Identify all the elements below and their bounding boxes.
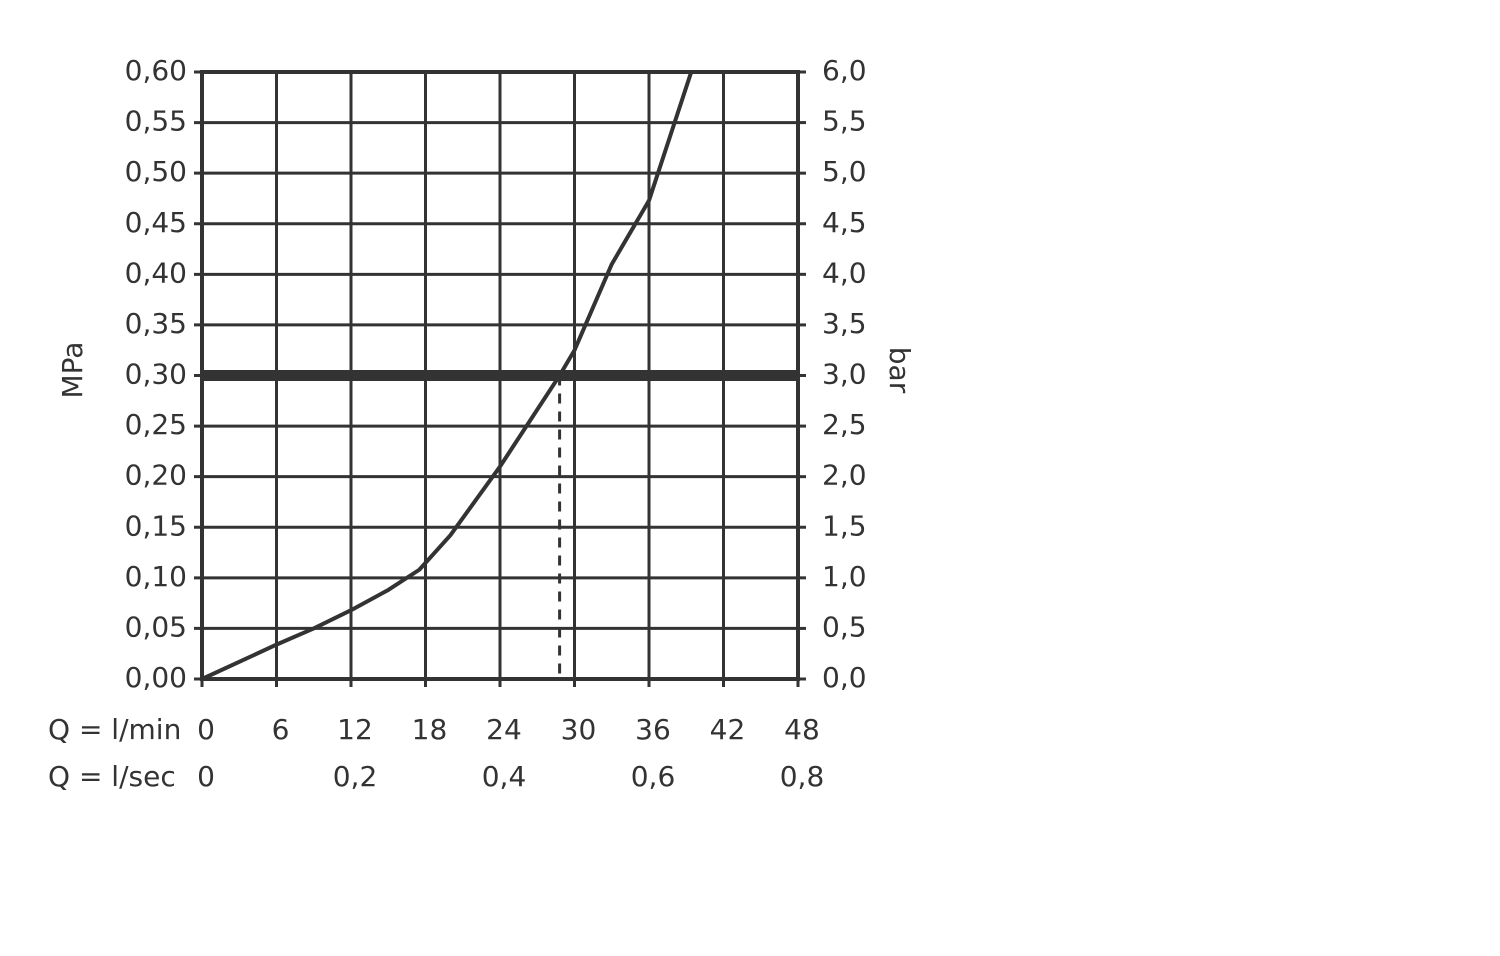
y-tick-label: 0,20 [125,459,187,492]
y2-tick-label: 4,5 [822,206,867,239]
y2-tick-label: 3,0 [822,358,867,391]
x-tick-label: 18 [412,713,448,746]
x2-tick-label: 0,6 [631,760,676,793]
curve [201,71,694,681]
x-axis-label: Q = l/min [48,713,181,746]
x2-tick-label: 0 [197,760,215,793]
y2-tick-label: 0,5 [822,610,867,643]
x-tick-label: 6 [272,713,290,746]
x-tick-label: 24 [486,713,522,746]
y-tick-label: 0,10 [125,560,187,593]
y-tick-label: 0,50 [125,155,187,188]
y2-tick-label: 2,0 [822,459,867,492]
x2-axis-label: Q = l/sec [48,760,176,793]
x-tick-label: 12 [337,713,373,746]
y-tick-label: 0,30 [125,358,187,391]
x2-tick-label: 0,2 [333,760,378,793]
x-tick-label: 30 [561,713,597,746]
y2-tick-label: 1,5 [822,509,867,542]
y-tick-label: 0,15 [125,509,187,542]
y2-tick-label: 5,5 [822,105,867,138]
x2-tick-label: 0,8 [780,760,825,793]
x-tick-label: 42 [710,713,746,746]
x-tick-label: 48 [784,713,820,746]
y2-tick-label: 3,5 [822,307,867,340]
y-tick-label: 0,45 [125,206,187,239]
y-tick-label: 0,00 [125,661,187,694]
y-tick-label: 0,40 [125,256,187,289]
y2-tick-label: 6,0 [822,54,867,87]
y2-tick-label: 1,0 [822,560,867,593]
y-tick-label: 0,25 [125,408,187,441]
y-tick-label: 0,35 [125,307,187,340]
y2-tick-label: 0,0 [822,661,867,694]
x-tick-label: 0 [197,713,215,746]
y2-tick-label: 4,0 [822,256,867,289]
x2-tick-label: 0,4 [482,760,527,793]
y-tick-label: 0,60 [125,54,187,87]
y2-axis-label: bar [883,347,916,394]
y-axis-label: MPa [56,342,89,399]
y-tick-label: 0,05 [125,610,187,643]
y-tick-label: 0,55 [125,105,187,138]
y2-tick-label: 5,0 [822,155,867,188]
y2-tick-label: 2,5 [822,408,867,441]
x-tick-label: 36 [635,713,671,746]
